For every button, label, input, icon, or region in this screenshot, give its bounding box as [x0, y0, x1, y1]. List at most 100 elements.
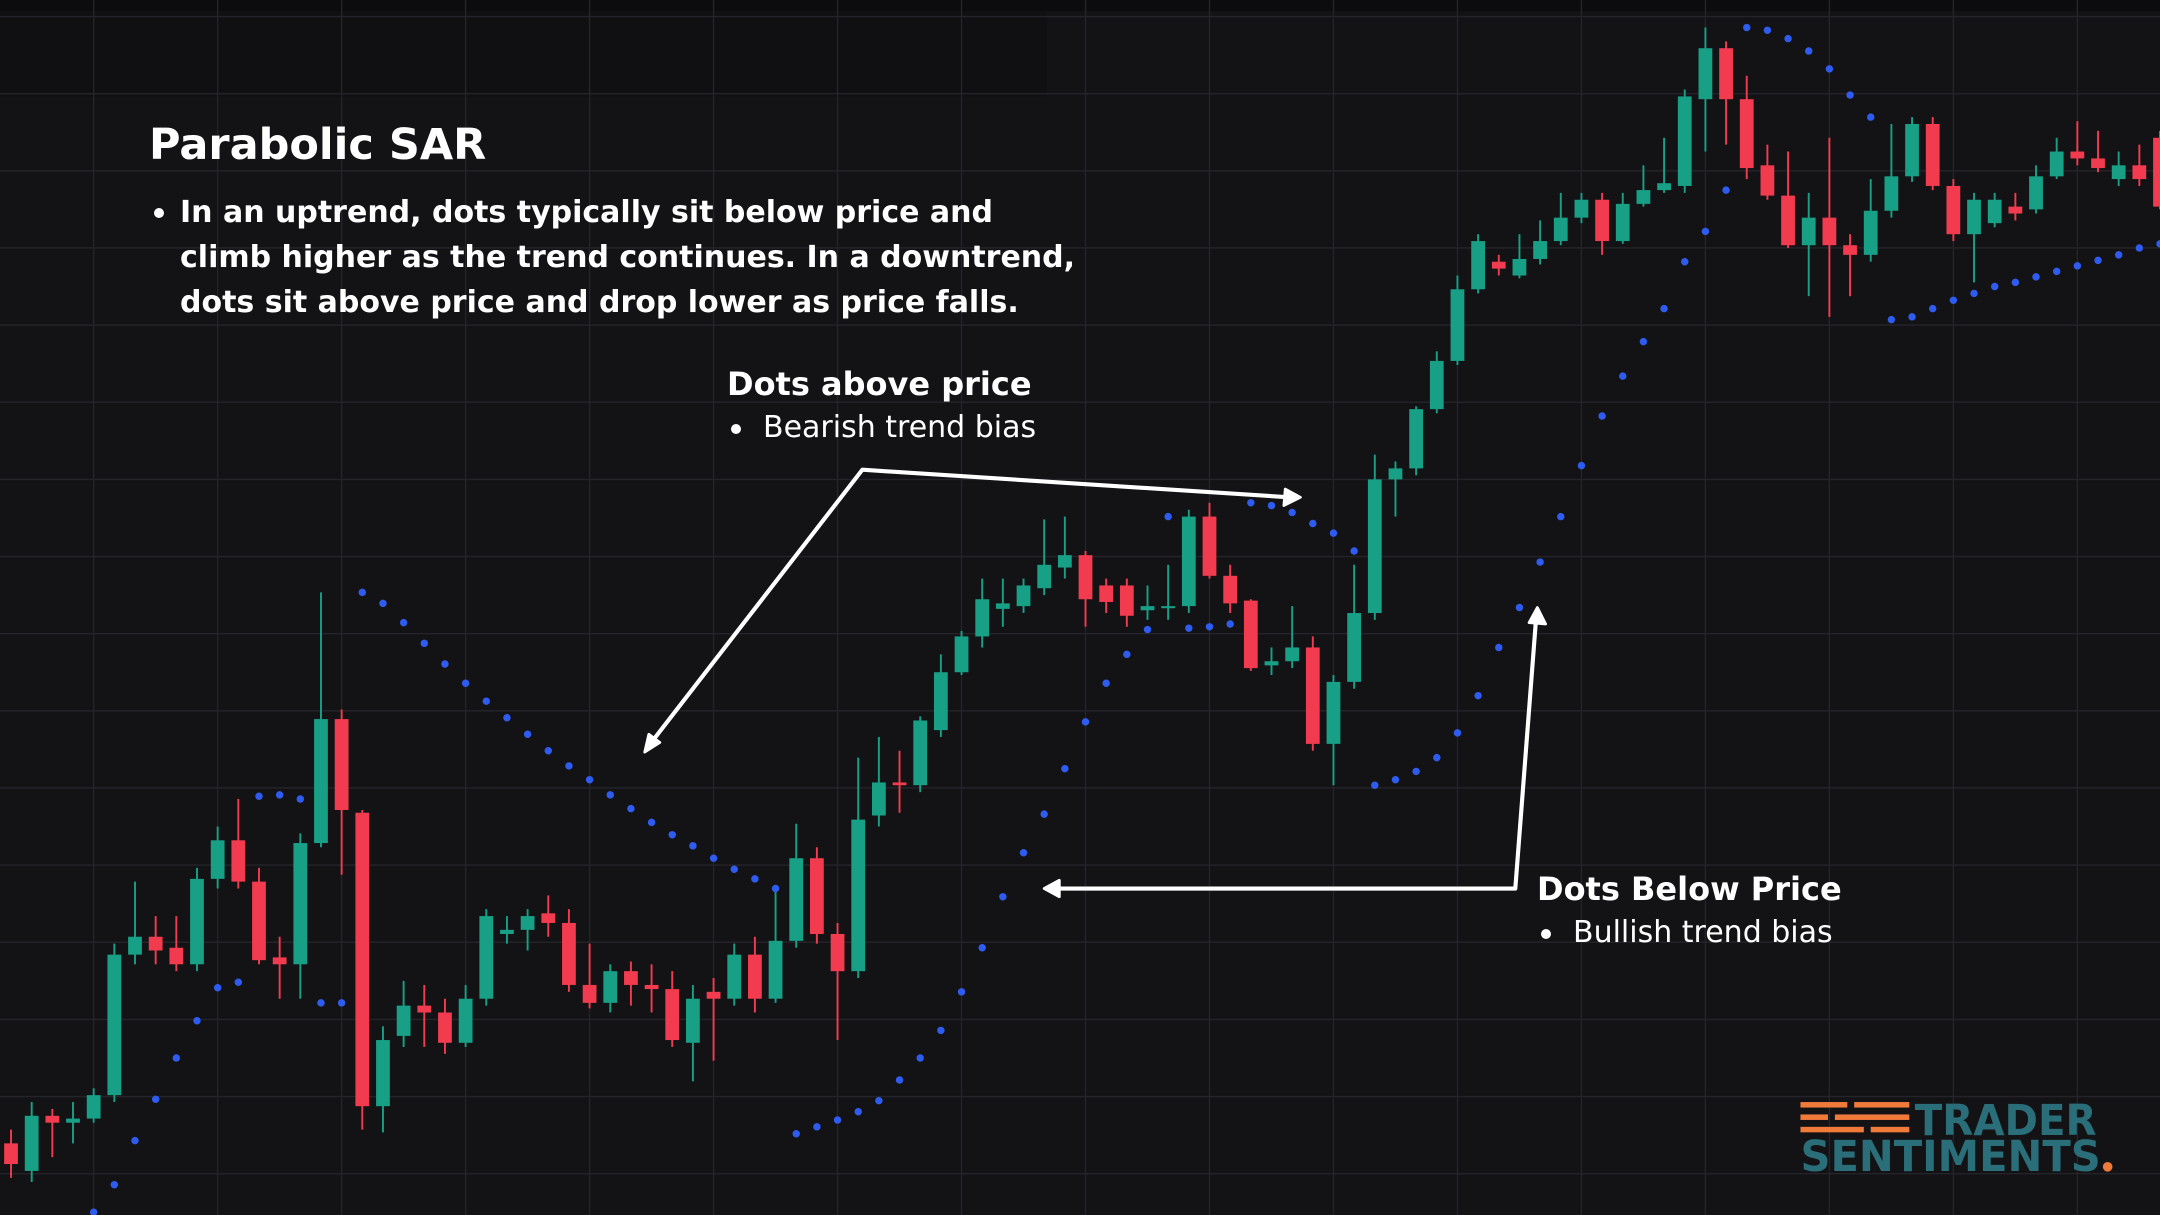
candle-body [1698, 48, 1713, 100]
annotation: Dots Below Price Bullish trend bias [1537, 867, 1842, 955]
candle-body [727, 954, 742, 999]
sar-dot [1123, 650, 1131, 659]
candle-body [541, 913, 556, 923]
candle-body [2091, 158, 2105, 169]
annotation-title: Dots above price [727, 365, 1032, 403]
candle-body [830, 933, 845, 972]
sar-dot [544, 747, 552, 755]
candle-body [686, 998, 700, 1043]
candle-body [2153, 137, 2160, 207]
sar-dot [2011, 278, 2020, 287]
candle-body [851, 819, 866, 972]
description: In an uptrend, dots typically sit below … [154, 190, 1084, 325]
candle-body [1285, 647, 1300, 662]
candle-body [1491, 261, 1506, 269]
sar-dot [441, 660, 449, 668]
candle-body [1057, 555, 1072, 568]
candle-body [1326, 681, 1341, 744]
candle-body [66, 1118, 80, 1123]
candle-body [1760, 165, 1775, 196]
candle-body [1781, 195, 1795, 246]
sar-dot [1309, 519, 1317, 528]
sar-dot [358, 588, 367, 597]
sar-dot [1763, 26, 1772, 35]
sar-dot [647, 818, 656, 827]
sar-dot [937, 1026, 945, 1035]
sar-dot [1887, 315, 1896, 324]
candle-body [1347, 613, 1362, 682]
candle-body [128, 936, 142, 955]
candle-body [24, 1115, 39, 1171]
sar-dot [1267, 501, 1276, 510]
annotation-title: Dots Below Price [1537, 870, 1842, 908]
sar-dot [1722, 186, 1730, 194]
candle-body [148, 936, 163, 951]
arrow-head [1042, 878, 1061, 899]
candle-body [458, 998, 473, 1043]
candle-body [2029, 176, 2043, 210]
sar-dot [1185, 624, 1193, 632]
candle-body [314, 719, 328, 844]
sar-dot [1329, 529, 1338, 537]
candle-body [1243, 600, 1258, 669]
top-bar [0, 0, 2160, 12]
candle-body [438, 1012, 452, 1043]
candle-body [231, 840, 246, 882]
logo-line [1800, 1126, 1864, 1133]
candle-body [1553, 217, 1568, 242]
arrows [643, 467, 1547, 899]
annotation: Dots above price Bearish trend bias [727, 362, 1036, 450]
sar-dot [1908, 313, 1916, 321]
sar-dot [1784, 34, 1792, 43]
sar-dot [957, 988, 966, 996]
sar-dot [482, 697, 490, 705]
sar-dot [854, 1107, 862, 1116]
sar-dot [131, 1136, 139, 1145]
sar-dot [1598, 412, 1606, 420]
candle-body [1946, 185, 1961, 235]
sar-dot [833, 1116, 842, 1124]
sar-dot [565, 762, 573, 770]
sar-dot [895, 1076, 904, 1084]
title: Parabolic SAR [149, 120, 487, 170]
sar-dot [213, 983, 222, 992]
sar-dot [1019, 848, 1028, 857]
sar-dot [1412, 767, 1420, 776]
sar-dot [585, 775, 594, 784]
sar-dot [730, 865, 738, 873]
sar-dot [2073, 262, 2082, 270]
candle-body [1119, 585, 1134, 616]
sar-dot [999, 893, 1007, 901]
candle-body [954, 636, 969, 673]
sar-dot [2094, 256, 2102, 265]
arrow-head [1527, 606, 1547, 626]
candle-body [2049, 151, 2064, 177]
candle-body [190, 878, 204, 965]
sar-dot [1846, 91, 1854, 99]
logo-line [1800, 1114, 1829, 1120]
sar-dot [503, 713, 511, 722]
sar-dot [1536, 558, 1544, 566]
sar-dot [151, 1095, 160, 1104]
sar-dot [1288, 508, 1296, 517]
candle-body [1181, 516, 1196, 607]
sar-dot [2135, 244, 2144, 252]
sar-dot [627, 804, 635, 813]
candle-body [810, 858, 824, 934]
sar-dot [1928, 304, 1937, 313]
logo-line [1854, 1102, 1910, 1108]
candle-body [1533, 241, 1547, 259]
sar-dot [978, 944, 986, 952]
candle-body [706, 991, 721, 999]
candle-body [1967, 199, 1981, 235]
candle-body [210, 840, 225, 879]
candle-body [396, 1005, 411, 1036]
sar-dot [771, 884, 780, 893]
sar-dot [420, 639, 429, 648]
candle-body [1801, 217, 1816, 246]
candle-body [376, 1040, 390, 1107]
candle-body [1471, 241, 1485, 290]
sar-dot [1557, 512, 1565, 521]
candle-body [2111, 165, 2126, 180]
